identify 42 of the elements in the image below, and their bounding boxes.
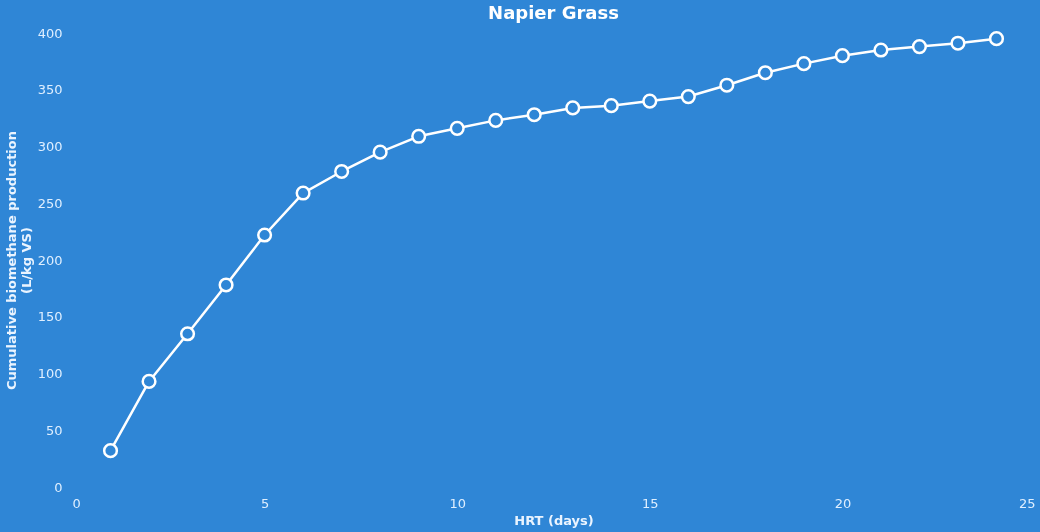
y-tick-label: 100 [37,366,63,381]
point [950,35,966,51]
point [334,163,350,180]
y-tick-label: 250 [37,195,63,211]
point [719,77,735,93]
y-axis-title: Cumulative biomethane production (L/kg VS) [3,131,34,390]
point [911,39,928,55]
point [295,185,311,201]
x-tick-label: 25 [1018,495,1036,511]
point [526,107,542,123]
point [834,48,850,64]
point [796,56,812,72]
point [372,144,388,160]
point [565,100,581,116]
y-tick-label: 50 [45,422,63,438]
point [603,98,619,114]
point [642,93,658,109]
point [488,112,504,128]
y-tick-label: 400 [37,25,63,41]
point [257,227,273,243]
point [218,277,234,293]
x-axis-title: HRT (days) [514,512,594,528]
point [680,89,696,105]
point [988,31,1005,47]
point [179,326,196,342]
y-tick-label: 300 [37,139,63,154]
point [757,65,773,81]
x-tick-label: 10 [449,495,466,511]
y-tick-label: 200 [37,252,63,268]
y-tick-label: 350 [37,82,63,98]
x-tick-label: 15 [642,495,659,511]
point [411,128,427,144]
x-tick-label: 20 [834,495,852,511]
y-tick-label: 150 [37,309,63,325]
point [102,443,119,459]
x-tick-label: 0 [72,495,81,511]
point [449,120,465,136]
point [873,42,889,58]
x-tick-label: 5 [260,495,270,511]
chart-title: Napier Grass [488,2,619,23]
y-tick-label: 0 [54,479,63,495]
point [141,373,157,390]
